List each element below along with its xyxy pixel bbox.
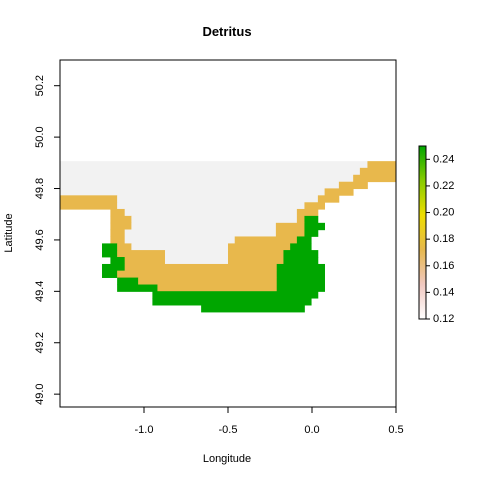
heatmap-cell xyxy=(138,277,278,285)
heatmap-cell xyxy=(131,222,277,231)
heatmap-cell xyxy=(201,305,305,313)
heatmap-cell xyxy=(165,257,229,265)
x-tick-label: -0.5 xyxy=(219,424,238,436)
y-axis: 49.0 49.2 49.4 49.6 49.8 50.0 50.2 xyxy=(34,75,60,405)
y-tick-label: 50.2 xyxy=(34,75,46,96)
heatmap-cell xyxy=(304,215,319,224)
heatmap-cell xyxy=(359,167,397,176)
heatmap-cell xyxy=(117,202,305,210)
y-tick-label: 49.2 xyxy=(34,332,46,353)
heatmap-cell xyxy=(283,257,319,265)
heatmap-cell xyxy=(276,263,325,272)
heatmap-cell xyxy=(102,243,118,251)
heatmap-cell xyxy=(117,195,319,203)
heatmap-cell xyxy=(102,250,118,258)
y-tick-label: 49.4 xyxy=(34,281,46,302)
heatmap-cell xyxy=(157,284,278,292)
heatmap-cell xyxy=(102,270,118,278)
heatmap-cell xyxy=(60,174,354,183)
x-axis-title: Longitude xyxy=(203,453,251,465)
heatmap-cell xyxy=(276,284,325,292)
y-tick-label: 50.0 xyxy=(34,126,46,147)
heatmap-cell xyxy=(124,257,166,265)
heatmap-cell xyxy=(234,236,298,244)
x-axis: -1.0 -0.5 0.0 0.5 xyxy=(135,407,404,436)
y-tick-label: 49.0 xyxy=(34,383,46,404)
heatmap-cell xyxy=(228,243,291,251)
colorbar-legend: 0.12 0.14 0.16 0.18 0.20 0.22 0.24 xyxy=(418,145,454,325)
heatmap-cell xyxy=(124,229,277,237)
heatmap-cell xyxy=(117,277,139,285)
heatmap-cell xyxy=(124,236,236,244)
heatmap-cell xyxy=(60,202,118,210)
heatmap-cell xyxy=(228,250,284,258)
heatmap-cell xyxy=(110,222,132,231)
heatmap-cell xyxy=(110,208,126,217)
heatmap-cell xyxy=(152,291,319,299)
heatmap-cell xyxy=(60,181,340,190)
colorbar-tick-label: 0.24 xyxy=(433,153,454,165)
heatmap-cell xyxy=(324,188,354,196)
heatmap-cell xyxy=(367,161,397,169)
heatmap-cells xyxy=(60,161,397,313)
heatmap-cell xyxy=(117,250,166,258)
heatmap-cell xyxy=(117,270,132,278)
heatmap-cell xyxy=(165,250,229,258)
heatmap-cell xyxy=(117,243,132,251)
heatmap-cell xyxy=(290,243,312,251)
heatmap-cell xyxy=(60,195,118,203)
heatmap-cell xyxy=(110,257,126,265)
y-tick-label: 49.6 xyxy=(34,229,46,250)
colorbar-tick-label: 0.22 xyxy=(433,180,454,192)
heatmap-cell xyxy=(110,229,126,237)
y-tick-label: 49.8 xyxy=(34,178,46,199)
heatmap-cell xyxy=(117,284,158,292)
heatmap-cell xyxy=(60,161,368,169)
heatmap-cell xyxy=(276,270,325,278)
heatmap-cell xyxy=(304,202,325,210)
heatmap-cell xyxy=(110,215,132,224)
x-tick-label: 0.5 xyxy=(388,424,403,436)
heatmap-cell xyxy=(304,222,325,231)
heatmap-cell xyxy=(304,229,319,237)
heatmap-cell xyxy=(275,222,305,231)
colorbar-tick-label: 0.16 xyxy=(433,260,454,272)
heatmap-cell xyxy=(152,298,312,306)
y-axis-title: Latitude xyxy=(3,213,15,252)
heatmap-cell xyxy=(296,215,305,224)
heatmap-cell xyxy=(110,236,126,244)
heatmap-cell xyxy=(275,229,305,237)
heatmap-cell xyxy=(60,188,325,196)
heatmap-cell xyxy=(296,236,312,244)
chart-title: Detritus xyxy=(202,24,251,39)
heatmap-cell xyxy=(228,257,284,265)
x-tick-label: 0.0 xyxy=(304,424,319,436)
colorbar-scale xyxy=(418,145,427,320)
heatmap-cell xyxy=(317,195,340,203)
heatmap-cell xyxy=(102,263,126,272)
heatmap-cell xyxy=(124,208,298,217)
heatmap-cell xyxy=(338,181,368,190)
colorbar-tick-label: 0.14 xyxy=(433,286,454,298)
heatmap-cell xyxy=(131,270,278,278)
heatmap-cell xyxy=(283,250,319,258)
colorbar-tick-label: 0.12 xyxy=(433,313,454,325)
colorbar-tick-label: 0.18 xyxy=(433,233,454,245)
colorbar-tick-label: 0.20 xyxy=(433,207,454,219)
heatmap-cell xyxy=(353,174,397,183)
heatmap-cell xyxy=(296,208,319,217)
heatmap-cell xyxy=(131,243,229,251)
x-tick-label: -1.0 xyxy=(135,424,154,436)
heatmap-cell xyxy=(276,277,325,285)
heatmap-cell xyxy=(131,215,298,224)
heatmap-cell xyxy=(60,167,361,176)
heatmap-cell xyxy=(124,263,278,272)
